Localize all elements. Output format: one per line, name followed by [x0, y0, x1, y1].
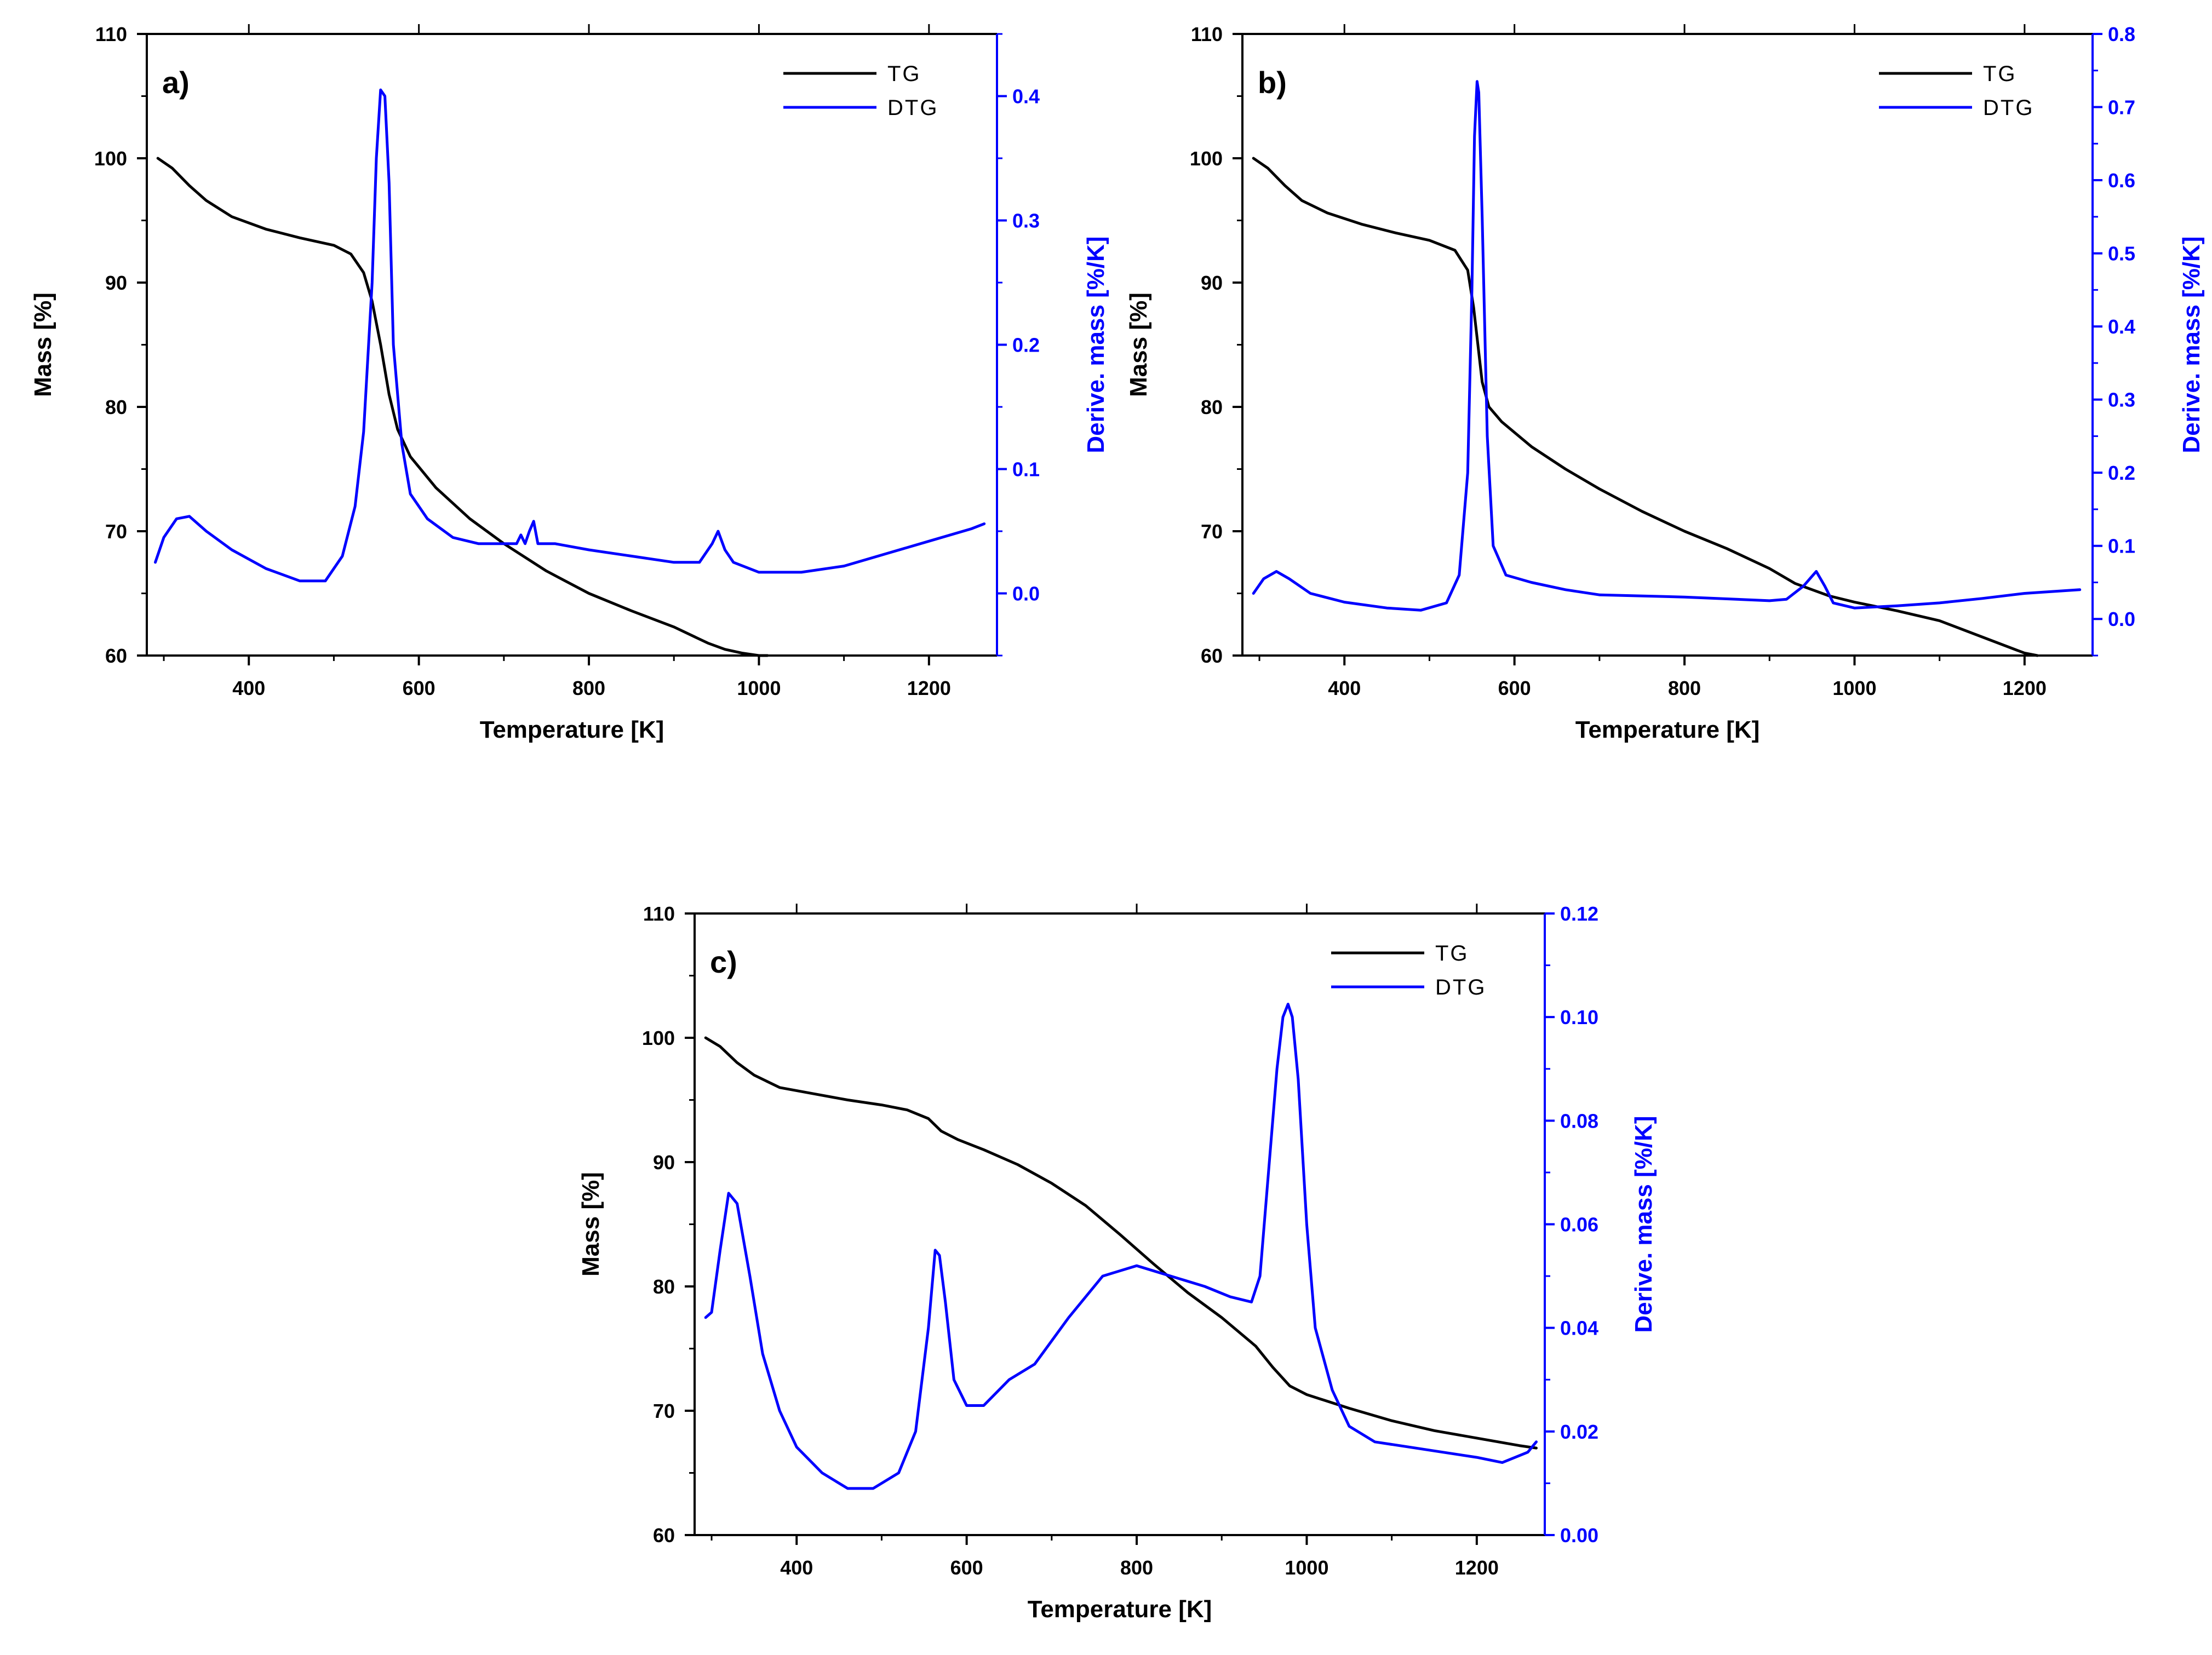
x-axis-title: Temperature [K] [1028, 1596, 1212, 1623]
panel-label: a) [162, 65, 190, 100]
left-y-tick-label: 60 [1201, 645, 1223, 667]
left-y-tick-label: 100 [94, 147, 127, 170]
x-tick-label: 600 [950, 1556, 983, 1579]
right-y-axis-title: Derive. mass [%/K] [2178, 236, 2205, 453]
legend-label-tg: TG [1983, 62, 2017, 86]
left-y-tick-label: 110 [95, 23, 127, 45]
legend-label-dtg: DTG [1983, 96, 2034, 120]
left-y-tick-label: 80 [653, 1275, 675, 1298]
right-y-tick-label: 0.0 [1012, 583, 1040, 605]
right-y-tick-label: 0.1 [1012, 458, 1040, 481]
right-y-tick-label: 0.00 [1560, 1524, 1598, 1547]
x-tick-label: 1200 [907, 677, 951, 699]
chart-panel-0: 400 600 800 1000 1200 60 70 80 90 100 110 0.0 0.1 0.2… [30, 23, 1109, 743]
panel-label: b) [1258, 65, 1287, 100]
left-y-tick-label: 60 [653, 1524, 675, 1547]
right-y-tick-label: 0.08 [1560, 1110, 1598, 1132]
left-y-axis-title: Mass [%] [30, 292, 56, 397]
right-y-tick-label: 0.0 [2108, 608, 2135, 630]
x-tick-label: 600 [403, 677, 435, 699]
right-y-tick-label: 0.12 [1560, 903, 1598, 925]
right-y-tick-label: 0.02 [1560, 1421, 1598, 1443]
x-tick-label: 800 [1120, 1556, 1153, 1579]
x-tick-label: 1200 [1455, 1556, 1499, 1579]
x-axis-title: Temperature [K] [1575, 716, 1760, 743]
left-y-tick-label: 70 [105, 520, 127, 543]
right-y-tick-label: 0.10 [1560, 1006, 1598, 1028]
left-y-tick-label: 90 [653, 1151, 675, 1174]
right-y-tick-label: 0.04 [1560, 1317, 1598, 1340]
x-tick-label: 1000 [737, 677, 781, 699]
left-y-axis-title: Mass [%] [1125, 292, 1152, 397]
x-tick-label: 400 [232, 677, 265, 699]
series-line-tg [1252, 157, 2039, 657]
right-y-axis-title: Derive. mass [%/K] [1630, 1116, 1657, 1332]
right-y-tick-label: 0.2 [2108, 462, 2135, 484]
chart-panel-2: 400 600 800 1000 1200 60 70 80 90 100 110 0.00 0.02 0… [577, 903, 1657, 1623]
left-y-tick-label: 60 [105, 645, 127, 667]
left-y-tick-label: 90 [105, 272, 127, 294]
right-y-tick-label: 0.7 [2108, 96, 2135, 119]
right-y-tick-label: 0.3 [2108, 389, 2135, 411]
series-line-tg [704, 1036, 1538, 1450]
right-y-tick-label: 0.3 [1012, 210, 1040, 232]
right-y-tick-label: 0.5 [2108, 243, 2135, 265]
right-y-tick-label: 0.2 [1012, 334, 1040, 357]
x-tick-label: 1000 [1832, 677, 1876, 699]
x-tick-label: 400 [780, 1556, 813, 1579]
left-y-tick-label: 80 [1201, 396, 1223, 418]
x-tick-label: 800 [1668, 677, 1701, 699]
x-tick-label: 1000 [1285, 1556, 1328, 1579]
x-tick-label: 400 [1328, 677, 1361, 699]
series-line-dtg [704, 1003, 1538, 1490]
left-y-tick-label: 70 [653, 1400, 675, 1422]
x-tick-label: 1200 [2003, 677, 2047, 699]
right-y-axis-title: Derive. mass [%/K] [1082, 236, 1109, 453]
right-y-tick-label: 0.6 [2108, 169, 2135, 192]
left-y-tick-label: 100 [1190, 147, 1223, 170]
chart-panel-1: 400 600 800 1000 1200 60 70 80 90 100 110 0.0 0.1 0.2… [1125, 23, 2205, 743]
left-y-axis-title: Mass [%] [577, 1172, 604, 1277]
series-line-dtg [154, 88, 986, 583]
x-tick-label: 800 [572, 677, 605, 699]
series-line-tg [156, 157, 769, 657]
right-y-tick-label: 0.4 [1012, 85, 1040, 108]
panel-label: c) [710, 945, 737, 979]
legend-label-tg: TG [887, 62, 921, 86]
x-axis-title: Temperature [K] [480, 716, 664, 743]
left-y-tick-label: 90 [1201, 272, 1223, 294]
left-y-tick-label: 70 [1201, 520, 1223, 543]
right-y-tick-label: 0.8 [2108, 23, 2135, 45]
legend-label-dtg: DTG [887, 96, 938, 120]
left-y-tick-label: 110 [643, 903, 675, 925]
right-y-tick-label: 0.1 [2108, 535, 2135, 558]
right-y-tick-label: 0.4 [2108, 315, 2135, 338]
x-tick-label: 600 [1498, 677, 1531, 699]
right-y-tick-label: 0.06 [1560, 1214, 1598, 1236]
left-y-tick-label: 80 [105, 396, 127, 418]
legend-label-tg: TG [1435, 941, 1469, 966]
legend-label-dtg: DTG [1435, 975, 1486, 999]
left-y-tick-label: 110 [1191, 23, 1223, 45]
series-line-dtg [1252, 80, 2082, 612]
left-y-tick-label: 100 [642, 1027, 675, 1049]
